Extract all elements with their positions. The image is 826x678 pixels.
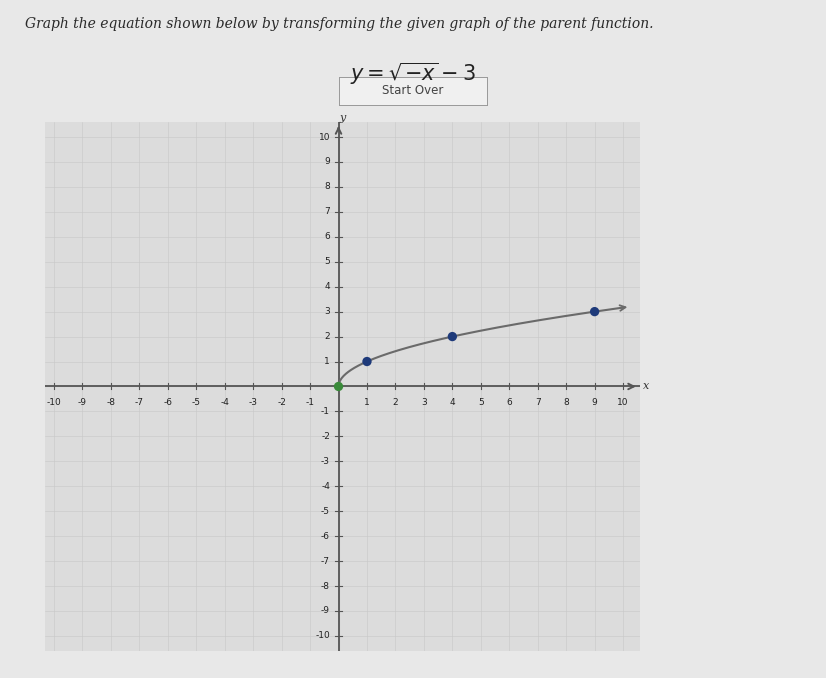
Text: y: y: [339, 113, 346, 123]
Text: -10: -10: [316, 631, 330, 641]
Text: 8: 8: [563, 398, 569, 407]
Text: -5: -5: [321, 506, 330, 516]
Text: 4: 4: [449, 398, 455, 407]
Text: 10: 10: [617, 398, 629, 407]
Text: -8: -8: [321, 582, 330, 591]
Text: 6: 6: [325, 233, 330, 241]
Text: 8: 8: [325, 182, 330, 191]
Point: [446, 331, 459, 342]
Text: 5: 5: [325, 257, 330, 266]
Point: [588, 306, 601, 317]
Text: 3: 3: [421, 398, 427, 407]
Text: 3: 3: [325, 307, 330, 316]
Text: 4: 4: [325, 282, 330, 291]
Text: $y = \sqrt{-x} - 3$: $y = \sqrt{-x} - 3$: [350, 61, 476, 87]
Text: Graph the equation shown below by transforming the given graph of the parent fun: Graph the equation shown below by transf…: [25, 17, 653, 31]
Text: -6: -6: [164, 398, 173, 407]
Text: -7: -7: [135, 398, 144, 407]
Text: -4: -4: [221, 398, 229, 407]
Text: -10: -10: [46, 398, 61, 407]
Text: 7: 7: [325, 207, 330, 216]
Text: -8: -8: [107, 398, 116, 407]
Text: -2: -2: [278, 398, 286, 407]
Text: 5: 5: [478, 398, 484, 407]
Text: x: x: [643, 382, 649, 391]
Text: -6: -6: [321, 532, 330, 540]
Text: 1: 1: [325, 357, 330, 366]
Text: -1: -1: [321, 407, 330, 416]
Text: 6: 6: [506, 398, 512, 407]
Text: Start Over: Start Over: [382, 84, 444, 98]
Text: 7: 7: [535, 398, 540, 407]
Text: -1: -1: [306, 398, 315, 407]
Text: 9: 9: [325, 157, 330, 167]
Text: -7: -7: [321, 557, 330, 565]
Text: 1: 1: [364, 398, 370, 407]
Text: 9: 9: [591, 398, 597, 407]
Text: 10: 10: [319, 132, 330, 142]
Point: [360, 356, 373, 367]
Text: 2: 2: [392, 398, 398, 407]
Text: -5: -5: [192, 398, 201, 407]
Text: -4: -4: [321, 482, 330, 491]
Text: 2: 2: [325, 332, 330, 341]
Text: -3: -3: [321, 457, 330, 466]
Text: -9: -9: [321, 606, 330, 616]
Point: [332, 381, 345, 392]
Text: -2: -2: [321, 432, 330, 441]
Text: -9: -9: [78, 398, 87, 407]
Text: -3: -3: [249, 398, 258, 407]
